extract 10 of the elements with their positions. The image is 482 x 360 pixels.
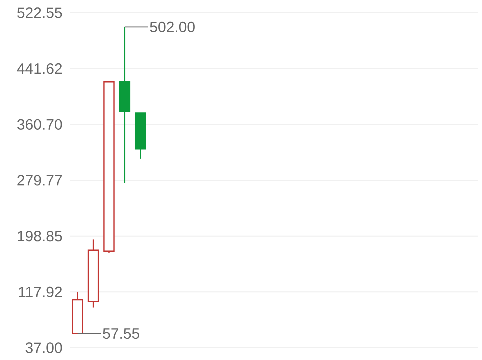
- annotation: 57.55: [103, 328, 140, 340]
- y-tick-label: 279.77: [18, 175, 62, 186]
- y-tick-label: 360.70: [17, 119, 62, 130]
- y-tick-label: 198.85: [18, 231, 62, 242]
- y-tick-label: 117.92: [19, 286, 62, 298]
- y-tick-label: 37.00: [26, 342, 62, 354]
- annotation: 502.00: [150, 22, 195, 32]
- y-tick-label: 522.55: [18, 8, 62, 18]
- y-tick-label: 441.62: [17, 64, 62, 74]
- candlestick: [119, 26, 131, 184]
